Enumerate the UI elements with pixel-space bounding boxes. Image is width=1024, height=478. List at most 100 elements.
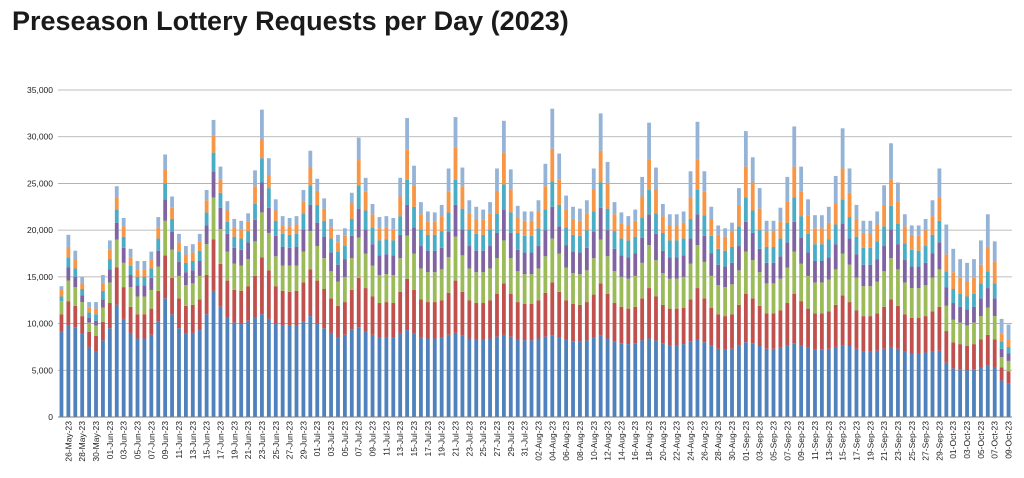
bar-segment-series-7	[536, 200, 541, 212]
x-tick-label: 20-Aug-23	[658, 421, 668, 461]
bar-segment-series-6	[488, 213, 492, 230]
bar-segment-series-4	[377, 255, 382, 275]
bar-segment-series-4	[550, 206, 555, 239]
bar-day-13	[142, 260, 147, 417]
x-tick-label: 09-Sep-23	[796, 421, 806, 461]
bar-segment-series-7	[446, 168, 451, 192]
bar-segment-series-2	[771, 313, 776, 349]
bar-segment-series-5	[550, 181, 555, 207]
bar-segment-series-3	[315, 246, 320, 281]
bar-segment-series-5	[446, 212, 451, 233]
x-tick-label: 28-Aug-23	[713, 421, 723, 461]
bar-segment-series-1	[965, 370, 969, 417]
bar-day-49	[391, 218, 396, 417]
bar-segment-series-6	[246, 221, 251, 232]
bar-segment-series-3	[833, 269, 838, 305]
bar-segment-series-1	[149, 334, 154, 417]
bar-segment-series-7	[958, 259, 963, 278]
bar-segment-series-1	[446, 334, 451, 417]
bar-segment-series-6	[619, 223, 624, 239]
bar-segment-series-3	[405, 235, 410, 279]
bar-segment-series-2	[972, 344, 976, 370]
bar-segment-series-4	[930, 253, 935, 278]
x-tick-label: 11-Jul-23	[381, 421, 391, 456]
x-tick-label: 29-Sep-23	[934, 421, 944, 461]
bar-segment-series-5	[916, 250, 921, 267]
bar-segment-series-1	[778, 347, 783, 417]
x-tick-label: 29-Jul-23	[506, 421, 516, 457]
bar-segment-series-3	[156, 266, 161, 291]
bar-segment-series-2	[246, 286, 251, 321]
bar-segment-series-1	[59, 331, 64, 417]
bar-segment-series-5	[578, 235, 582, 253]
bar-segment-series-2	[730, 314, 734, 349]
bar-segment-series-2	[356, 277, 361, 328]
bar-segment-series-1	[66, 325, 71, 417]
bar-segment-series-7	[177, 233, 181, 243]
bar-segment-series-1	[654, 340, 658, 417]
bar-segment-series-7	[94, 302, 98, 309]
bar-segment-series-2	[460, 291, 465, 336]
bar-day-31	[266, 158, 271, 417]
bar-segment-series-6	[163, 169, 168, 184]
bar-segment-series-7	[674, 214, 679, 226]
bar-segment-series-5	[336, 251, 340, 265]
bar-day-8	[107, 240, 112, 417]
bar-day-107	[792, 126, 797, 417]
bar-segment-series-5	[999, 341, 1004, 349]
bar-segment-series-5	[633, 236, 638, 254]
bar-segment-series-6	[439, 216, 444, 232]
bar-segment-series-1	[467, 338, 472, 417]
bar-day-86	[647, 122, 651, 417]
bar-segment-series-4	[94, 320, 98, 326]
bar-segment-series-2	[737, 304, 741, 346]
bar-segment-series-7	[197, 233, 202, 242]
bar-segment-series-7	[170, 196, 174, 208]
bar-segment-series-3	[1006, 360, 1011, 372]
bar-segment-series-5	[598, 182, 603, 208]
bar-segment-series-6	[280, 225, 285, 234]
bar-segment-series-5	[543, 209, 548, 231]
bar-segment-series-5	[806, 233, 810, 253]
x-tick-label: 25-Jul-23	[478, 421, 488, 457]
bar-segment-series-5	[840, 199, 845, 224]
bar-segment-series-5	[439, 231, 444, 248]
bar-segment-series-7	[819, 215, 824, 229]
bar-segment-series-1	[453, 332, 458, 417]
bar-segment-series-7	[156, 217, 161, 228]
bar-segment-series-5	[370, 227, 375, 245]
bar-segment-series-5	[667, 240, 672, 258]
bar-segment-series-4	[204, 225, 209, 245]
bar-segment-series-1	[522, 340, 527, 417]
bar-segment-series-6	[149, 260, 154, 269]
bar-segment-series-1	[1006, 383, 1011, 417]
bar-day-79	[598, 113, 603, 417]
bar-segment-series-6	[391, 229, 396, 241]
bar-day-26	[232, 218, 237, 417]
bar-segment-series-2	[377, 303, 382, 338]
bar-day-95	[709, 206, 714, 417]
bar-segment-series-5	[149, 268, 154, 278]
bar-segment-series-1	[308, 316, 313, 417]
bar-segment-series-4	[232, 247, 237, 264]
bar-day-134	[978, 240, 983, 417]
bar-segment-series-7	[322, 198, 327, 209]
bar-segment-series-1	[135, 338, 140, 417]
bar-segment-series-3	[59, 301, 64, 315]
y-tick-label: 15,000	[27, 272, 53, 282]
bar-segment-series-2	[232, 289, 237, 323]
bar-day-125	[916, 225, 921, 417]
bar-segment-series-5	[218, 192, 223, 208]
bar-segment-series-5	[419, 229, 423, 247]
bar-segment-series-3	[501, 240, 506, 284]
bar-segment-series-3	[149, 289, 154, 309]
bar-segment-series-1	[163, 298, 168, 417]
bar-segment-series-6	[750, 182, 755, 211]
bar-segment-series-1	[854, 348, 859, 417]
bar-segment-series-7	[163, 154, 168, 170]
bar-segment-series-1	[902, 351, 907, 417]
bar-segment-series-5	[460, 208, 465, 230]
bar-segment-series-4	[481, 250, 486, 273]
bar-segment-series-5	[273, 220, 278, 236]
bar-segment-series-5	[197, 250, 202, 261]
